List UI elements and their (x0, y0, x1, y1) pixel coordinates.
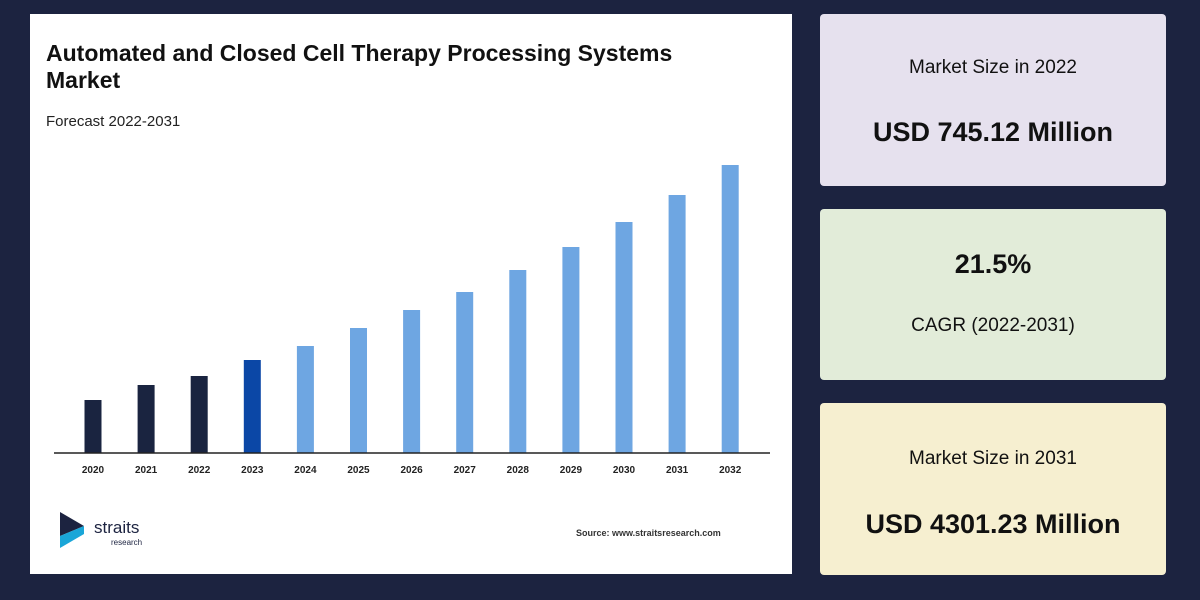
bar-2023 (243, 360, 261, 453)
bar-2021 (137, 385, 155, 453)
bar-2020 (84, 400, 102, 453)
x-tick-label: 2020 (82, 465, 105, 476)
bar-2031 (668, 195, 686, 453)
x-tick-label: 2024 (294, 465, 317, 476)
bar-2025 (350, 328, 367, 453)
x-tick-label: 2028 (507, 465, 530, 476)
x-tick-label: 2027 (454, 465, 477, 476)
x-tick-labels: 2020 2021 2022 2023 2024 2025 2026 2027 2028 2029… (82, 465, 742, 476)
x-tick-label: 2025 (347, 465, 370, 476)
x-tick-label: 2032 (719, 465, 742, 476)
x-tick-label: 2026 (400, 465, 423, 476)
bar-2030 (615, 222, 633, 453)
logo-sub: research (111, 538, 143, 547)
chart-subtitle: Forecast 2022-2031 (46, 113, 181, 130)
bar-2032 (721, 165, 739, 453)
market-size-2022-label: Market Size in 2022 (909, 57, 1077, 78)
market-size-2031-value: USD 4301.23 Million (865, 509, 1121, 539)
cagr-label: CAGR (2022-2031) (911, 315, 1075, 336)
source-note: Source: www.straitsresearch.com (576, 528, 721, 538)
x-tick-label: 2021 (135, 465, 158, 476)
bar-2024 (296, 346, 314, 453)
bar-2029 (562, 247, 580, 453)
x-tick-label: 2023 (241, 465, 264, 476)
chart-title: Automated and Closed Cell Therapy Proces… (46, 40, 673, 93)
market-size-2022-card: Market Size in 2022 USD 745.12 Million (820, 14, 1166, 186)
bar-2026 (403, 310, 421, 453)
chart-panel: Automated and Closed Cell Therapy Proces… (30, 14, 792, 574)
market-size-2031-label: Market Size in 2031 (909, 448, 1077, 469)
bar-2027 (456, 292, 474, 453)
straits-logo-icon (60, 512, 84, 548)
cagr-card: 21.5% CAGR (2022-2031) (820, 209, 1166, 380)
market-size-2022-value: USD 745.12 Million (872, 117, 1114, 147)
x-tick-label: 2031 (666, 465, 689, 476)
bar-chart: 2020 2021 2022 2023 2024 2025 2026 2027 2028 2029… (54, 165, 770, 476)
bar-2022 (190, 376, 208, 453)
x-tick-label: 2029 (560, 465, 583, 476)
logo-name: straits (94, 518, 140, 537)
x-tick-label: 2022 (188, 465, 211, 476)
cagr-value: 21.5% (954, 249, 1032, 279)
bar-2028 (509, 270, 527, 453)
market-size-2031-card: Market Size in 2031 USD 4301.23 Million (820, 403, 1166, 575)
x-tick-label: 2030 (613, 465, 636, 476)
bars-group (84, 165, 739, 453)
